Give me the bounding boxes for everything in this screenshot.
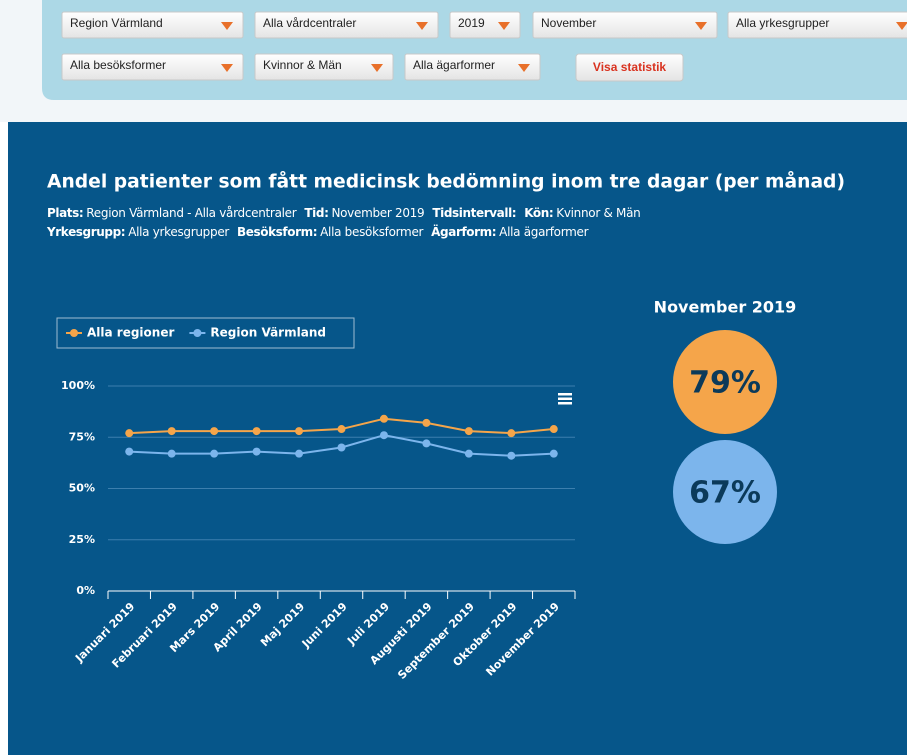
dropdown-label: Alla ägarformer: [413, 58, 495, 72]
dropdown-arrow: [371, 64, 383, 72]
dropdown-arrow: [695, 22, 707, 30]
dropdown[interactable]: November: [532, 11, 718, 39]
chart-title: Andel patienter som fått medicinsk bedöm…: [47, 169, 845, 193]
meta-label: Besöksform:: [237, 225, 317, 239]
legend-box: [56, 317, 355, 349]
data-point: [464, 427, 473, 436]
dropdown-label: 2019: [458, 16, 485, 30]
data-point: [337, 443, 346, 452]
y-tick-label: 100%: [61, 379, 95, 392]
meta-label: Yrkesgrupp:: [46, 225, 125, 239]
meta-label: Tidsintervall:: [432, 206, 516, 220]
data-point: [507, 451, 516, 460]
dropdown[interactable]: Kvinnor & Män: [254, 53, 394, 81]
meta-value: Region Värmland - Alla vårdcentraler: [86, 206, 296, 220]
submit-button[interactable]: Visa statistik: [575, 53, 684, 82]
dropdown-arrow: [896, 22, 907, 30]
data-point: [167, 449, 176, 458]
button-box: [575, 53, 684, 82]
dropdown-box: [254, 11, 439, 39]
data-point: [125, 429, 134, 438]
meta-line: Plats: Region Värmland - Alla vårdcentral…: [47, 206, 640, 220]
legend-dot: [193, 329, 202, 337]
meta-label: Ägarform:: [431, 224, 496, 239]
dropdown-arrow: [498, 22, 510, 30]
dropdown-arrow: [518, 64, 530, 72]
chart-panel: [8, 122, 907, 755]
dropdown-box: [254, 53, 394, 81]
legend-label: Region Värmland: [210, 326, 326, 340]
dropdown[interactable]: Alla vårdcentraler: [254, 11, 439, 39]
dropdown-label: Region Värmland: [70, 16, 163, 30]
data-point: [464, 449, 473, 458]
dropdown[interactable]: 2019: [449, 11, 521, 39]
y-tick-label: 50%: [69, 482, 95, 495]
y-tick-label: 75%: [69, 430, 95, 443]
dropdown-box: [404, 53, 541, 81]
data-point: [422, 418, 431, 427]
data-point: [379, 431, 388, 440]
dropdown[interactable]: Alla ägarformer: [404, 53, 541, 81]
dropdown-box: [61, 11, 244, 39]
button-label: Visa statistik: [593, 60, 666, 74]
meta-value: Alla yrkesgrupper: [128, 225, 229, 239]
meta-value: Alla ägarformer: [499, 225, 588, 239]
data-point: [252, 447, 261, 456]
summary-circle: [673, 440, 777, 544]
data-point: [549, 449, 558, 458]
dropdown-label: Alla besöksformer: [70, 58, 166, 72]
dropdown-arrow: [416, 22, 428, 30]
dropdown-box: [449, 11, 521, 39]
dropdown-label: Alla yrkesgrupper: [736, 16, 829, 30]
legend-label: Alla regioner: [87, 326, 174, 340]
legend-dot: [70, 329, 78, 337]
data-point: [167, 427, 176, 436]
dropdown-label: Alla vårdcentraler: [263, 16, 356, 30]
y-tick-label: 0%: [76, 584, 95, 597]
meta-label: Tid:: [304, 206, 328, 220]
summary-value: 67%: [689, 476, 761, 511]
dropdown[interactable]: Alla besöksformer: [61, 53, 244, 81]
dropdown-box: [727, 11, 907, 39]
data-point: [210, 427, 219, 436]
meta-value: November 2019: [331, 206, 424, 220]
menu-icon[interactable]: [558, 393, 572, 405]
meta-value: Kvinnor & Män: [556, 206, 640, 220]
data-point: [252, 427, 261, 436]
dropdown-box: [61, 53, 244, 81]
data-point: [507, 429, 516, 438]
legend-item[interactable]: Alla regioner: [66, 326, 174, 340]
y-tick-label: 25%: [69, 533, 95, 546]
data-point: [295, 427, 304, 436]
data-point: [422, 439, 431, 448]
meta-value: Alla besöksformer: [320, 225, 423, 239]
dropdown-label: Kvinnor & Män: [263, 58, 342, 72]
dropdown-box: [532, 11, 718, 39]
legend-item[interactable]: Region Värmland: [189, 326, 326, 340]
summary-title: November 2019: [654, 298, 797, 317]
meta-label: Plats:: [47, 206, 83, 220]
data-point: [295, 449, 304, 458]
dropdown-label: November: [541, 16, 596, 30]
data-point: [210, 449, 219, 458]
meta-line: Yrkesgrupp: Alla yrkesgrupper Besöksform: A…: [46, 224, 589, 239]
data-point: [337, 425, 346, 434]
summary-value: 79%: [689, 366, 761, 401]
dropdown[interactable]: Region Värmland: [61, 11, 244, 39]
dropdown[interactable]: Alla yrkesgrupper: [727, 11, 907, 39]
dropdown-arrow: [221, 22, 233, 30]
data-point: [379, 414, 388, 423]
data-point: [125, 447, 134, 456]
dropdown-arrow: [221, 64, 233, 72]
summary-circle: [673, 330, 777, 434]
data-point: [549, 425, 558, 434]
meta-label: Kön:: [524, 206, 553, 220]
